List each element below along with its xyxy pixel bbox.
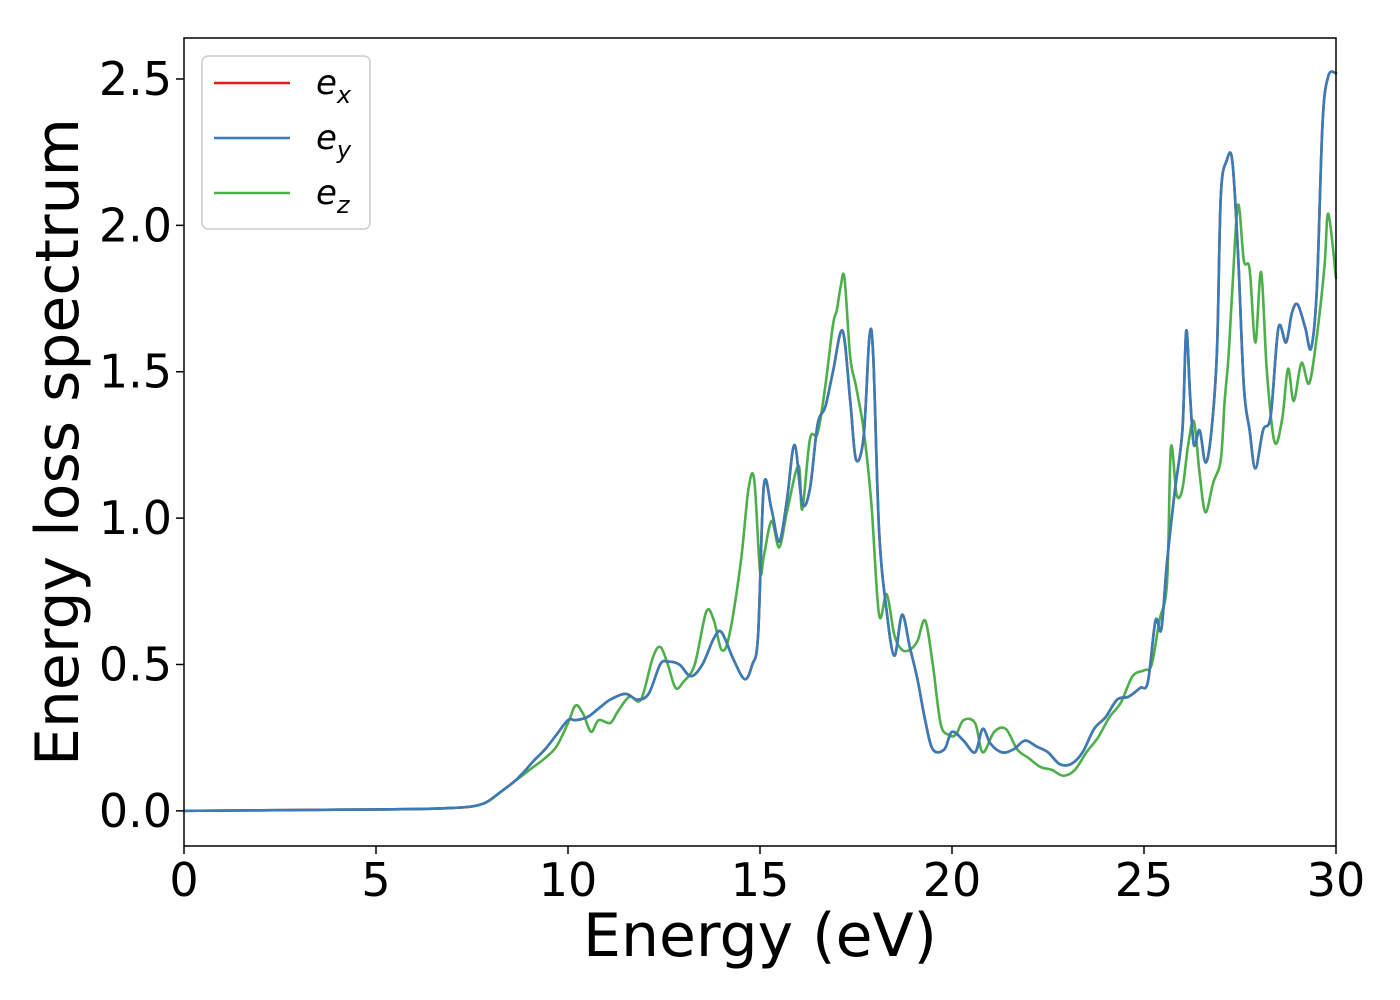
series-line-ey — [182, 70, 1338, 813]
y-tick-label: 1.5 — [99, 345, 172, 399]
tick-layer: 0 5 10 15 20 25 30 0.0 0.5 1.0 1.5 2.0 2.5 — [99, 52, 1365, 907]
x-axis-label: Energy (eV) — [583, 901, 937, 971]
legend-label-ey: ey — [316, 118, 352, 164]
x-tick-label: 15 — [731, 853, 790, 907]
plot-background — [184, 38, 1336, 846]
x-tick-label: 5 — [361, 853, 390, 907]
series-line-ez — [182, 203, 1338, 813]
x-tick-label: 20 — [923, 853, 982, 907]
legend-box — [201, 55, 371, 230]
x-tick-label: 30 — [1307, 853, 1366, 907]
series-layer — [182, 70, 1338, 813]
legend-label-ez: ez — [316, 173, 351, 219]
y-tick-label: 2.0 — [99, 198, 172, 252]
x-tick-label: 10 — [539, 853, 598, 907]
x-tick-label: 25 — [1115, 853, 1174, 907]
y-axis-label: Energy loss spectrum — [23, 118, 93, 766]
y-tick-label: 0.5 — [99, 637, 172, 691]
x-tick-label: 0 — [169, 853, 198, 907]
legend-label-ex: ex — [316, 63, 352, 109]
y-tick-label: 2.5 — [99, 52, 172, 106]
plot-frame — [183, 37, 1337, 847]
legend: ex ey ez — [201, 55, 371, 230]
y-tick-label: 1.0 — [99, 491, 172, 545]
y-tick-label: 0.0 — [99, 784, 172, 838]
